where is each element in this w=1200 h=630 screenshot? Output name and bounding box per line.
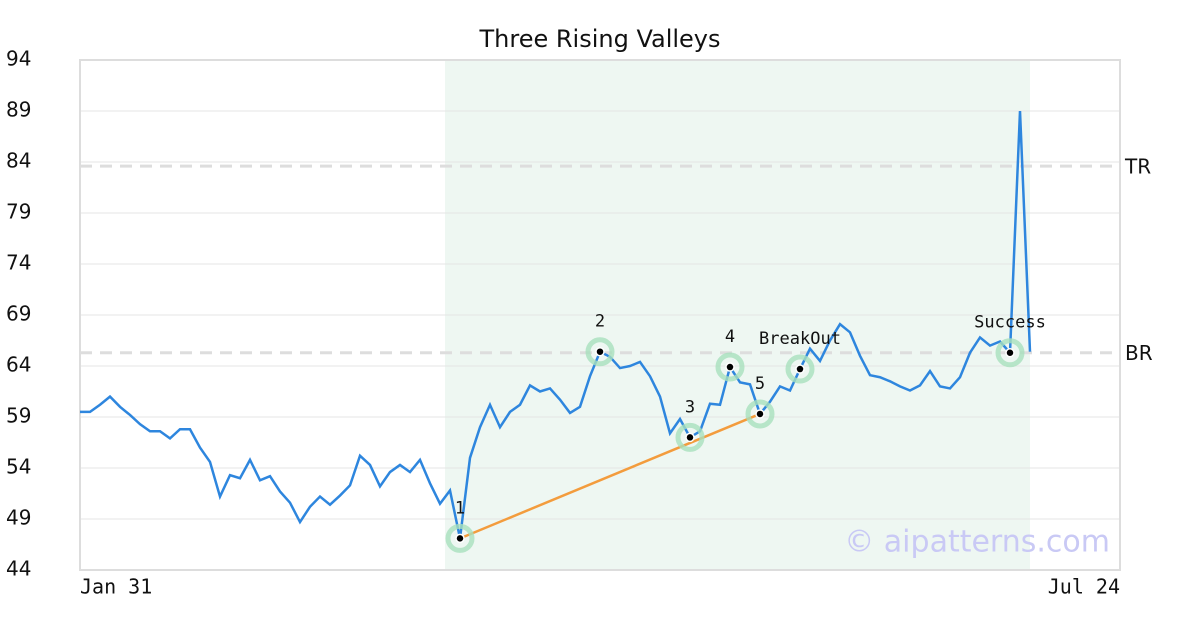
plot-border <box>79 59 1121 571</box>
pattern-point <box>725 362 735 372</box>
pattern-point <box>455 533 465 544</box>
pattern-point-halo <box>675 422 705 452</box>
pattern-point <box>595 346 605 357</box>
pattern-label: 3 <box>685 397 695 417</box>
price-line <box>80 110 1032 539</box>
pattern-point <box>795 364 805 374</box>
pattern-point <box>685 432 695 443</box>
trendline <box>459 412 761 540</box>
x-tick-label: Jul 24 <box>1048 575 1120 599</box>
pattern-label: 4 <box>725 327 735 347</box>
pattern-point-halo <box>585 337 615 367</box>
pattern-label: 2 <box>595 312 605 332</box>
y-tick-label: 64 <box>6 353 31 377</box>
y-tick-label: 59 <box>6 404 31 428</box>
y-tick-label: 49 <box>6 506 31 530</box>
pattern-label: Success <box>974 313 1046 333</box>
pattern-label: 5 <box>755 374 765 394</box>
watermark: © aipatterns.com <box>844 525 1110 560</box>
reference-label: TR <box>1124 155 1151 179</box>
pattern-point-halo <box>715 352 745 382</box>
pattern-point-halo <box>785 354 815 384</box>
pattern-label: 1 <box>455 498 465 518</box>
x-tick-label: Jan 31 <box>80 575 152 599</box>
pattern-point-halo <box>745 399 775 429</box>
pattern-point-halo <box>995 338 1025 368</box>
pattern-label: BreakOut <box>759 329 841 349</box>
y-tick-label: 54 <box>6 455 31 479</box>
y-tick-label: 79 <box>6 200 31 224</box>
pattern-point <box>1005 347 1015 358</box>
y-tick-label: 69 <box>6 302 31 326</box>
y-tick-label: 74 <box>6 251 31 275</box>
reference-label: BR <box>1125 341 1153 365</box>
pattern-point-halo <box>445 523 475 553</box>
chart-title: Three Rising Valleys <box>478 25 720 53</box>
y-tick-label: 44 <box>6 557 31 581</box>
y-tick-label: 89 <box>6 98 31 122</box>
y-tick-label: 84 <box>6 149 31 173</box>
y-tick-label: 94 <box>6 47 31 71</box>
pattern-point <box>755 409 765 419</box>
